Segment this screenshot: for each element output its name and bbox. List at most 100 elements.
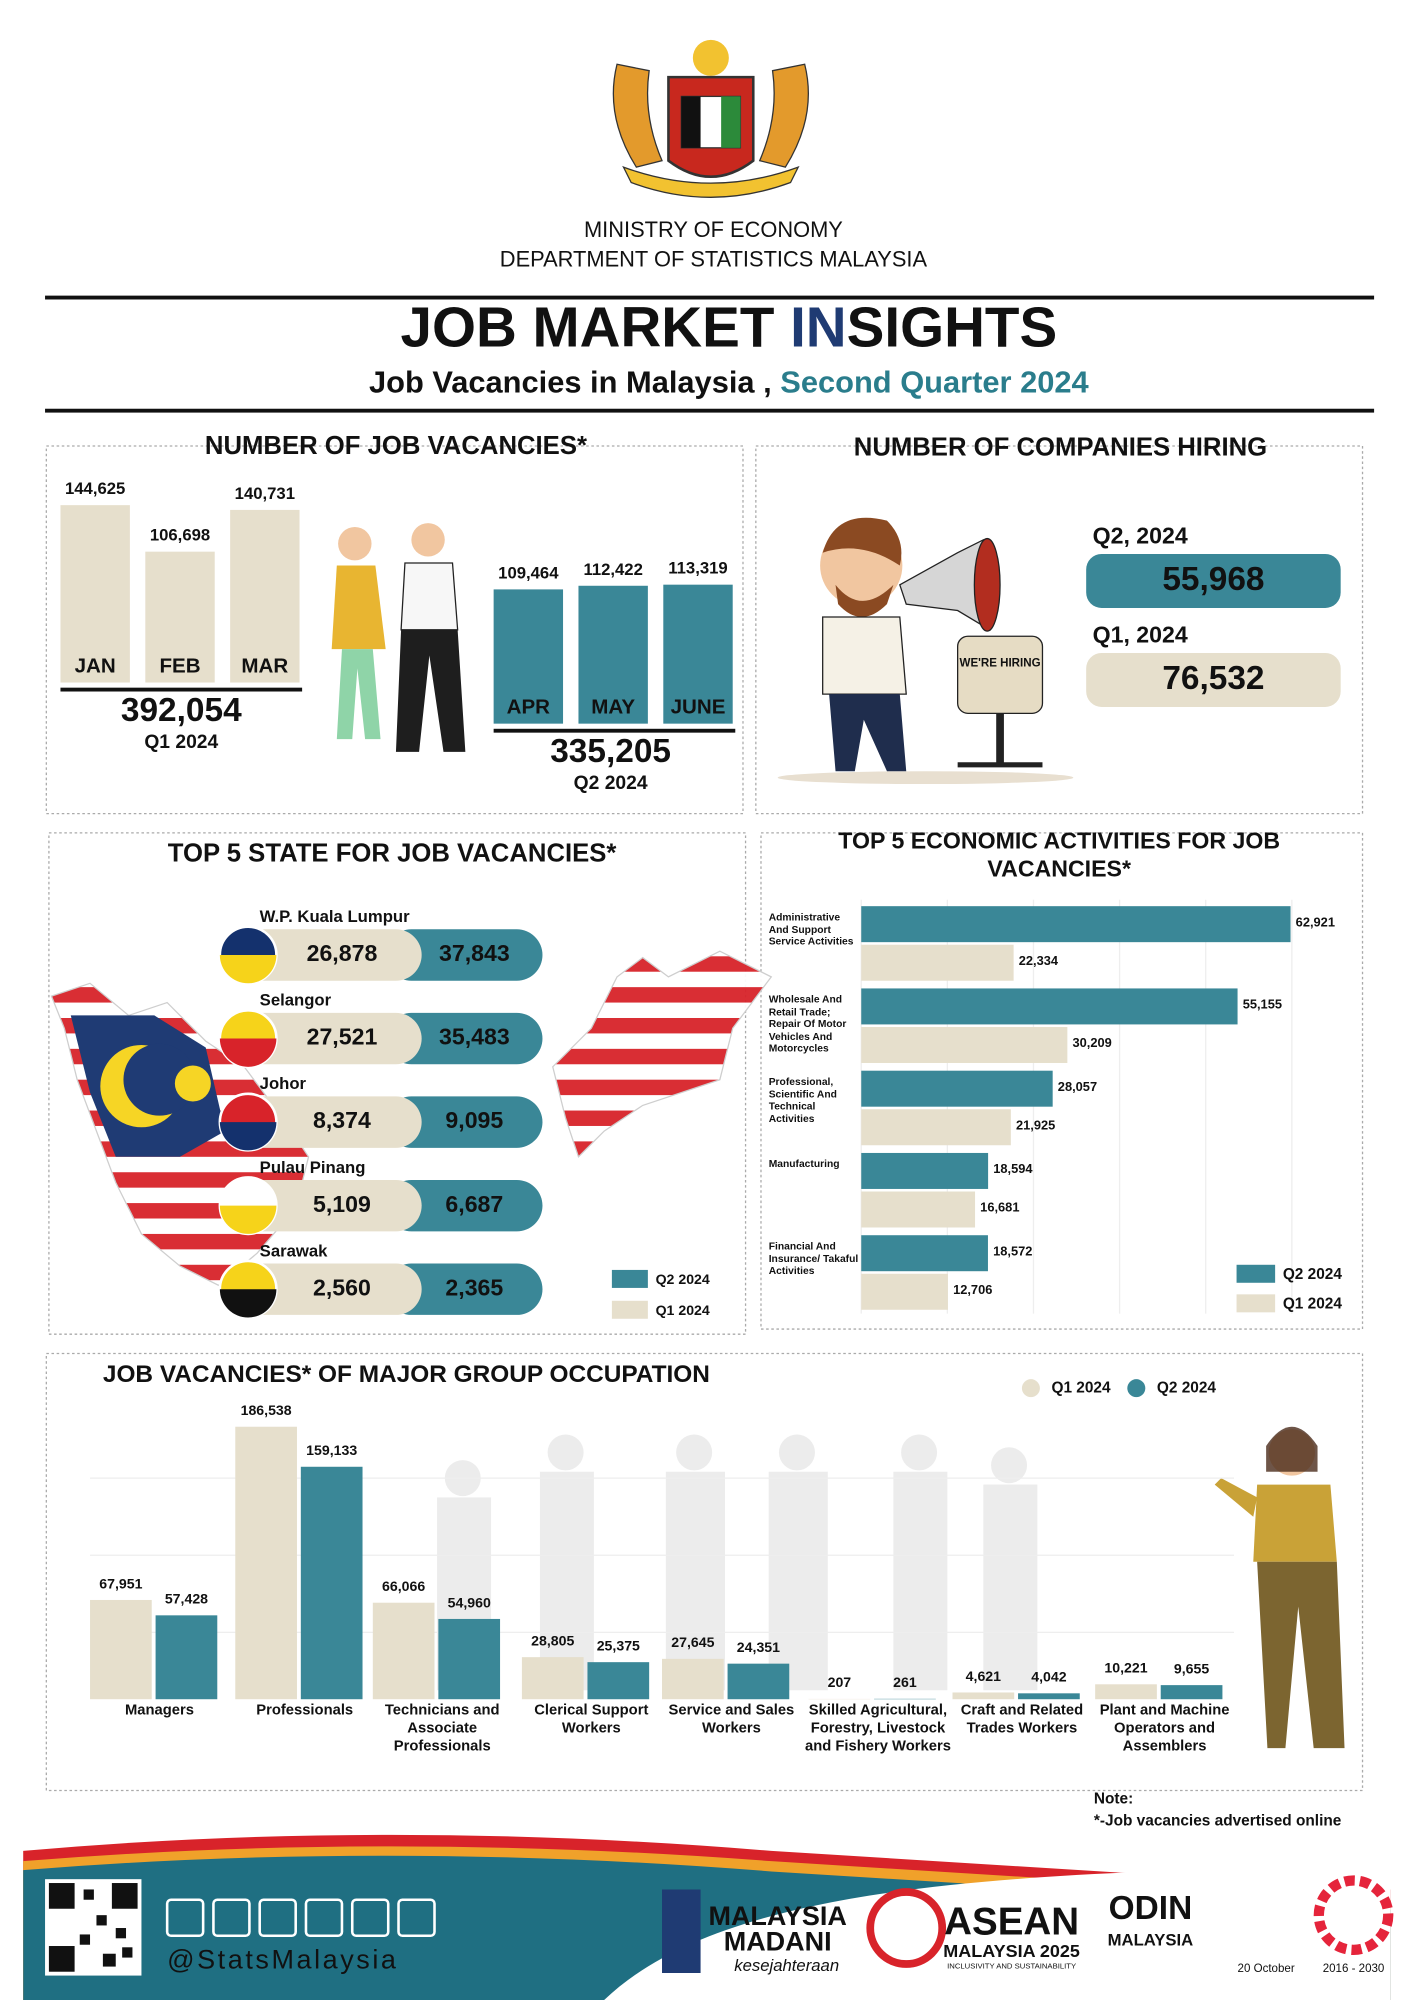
category-label: FEB xyxy=(159,655,200,678)
companies-value: 55,968 xyxy=(1162,561,1264,598)
bar xyxy=(578,585,648,724)
bar xyxy=(1095,1684,1157,1700)
value-label: 12,706 xyxy=(953,1282,992,1297)
category-label: Wholesale And Retail Trade; Repair Of Mo… xyxy=(768,993,847,1055)
value-label: 22,334 xyxy=(1019,953,1059,968)
category-label-box: Skilled Agricultural, Forestry, Livestoc… xyxy=(804,1703,951,1754)
legend-label: Q2 2024 xyxy=(656,1271,710,1287)
category-label-box: Service and Sales Workers xyxy=(668,1703,795,1737)
bar xyxy=(861,1109,1011,1146)
value-label: 9,095 xyxy=(445,1107,503,1133)
value-label: 207 xyxy=(828,1674,852,1690)
category-label-box: Clerical Support Workers xyxy=(534,1703,648,1736)
title-highlight: IN xyxy=(790,296,847,359)
value-label: 144,625 xyxy=(65,479,125,498)
category-label: MAY xyxy=(591,696,635,719)
flag-part xyxy=(219,1038,277,1067)
value-label: 5,109 xyxy=(313,1191,371,1217)
state-name: Pulau Pinang xyxy=(260,1158,366,1177)
value-label: 66,066 xyxy=(382,1578,425,1594)
panel-title: TOP 5 ECONOMIC ACTIVITIES FOR JOB VACANC… xyxy=(838,827,1281,882)
value-label: 109,464 xyxy=(498,563,559,582)
logo-text: ASEAN xyxy=(944,1900,1079,1943)
value-label: 62,921 xyxy=(1296,914,1335,929)
value-label: 35,483 xyxy=(439,1024,510,1050)
main-title: JOB MARKET INSIGHTS xyxy=(401,296,1058,359)
legend-swatch xyxy=(611,1300,648,1319)
flag-part xyxy=(219,1289,277,1318)
value-label: 28,805 xyxy=(531,1632,574,1648)
value-label: 186,538 xyxy=(241,1402,292,1418)
rule xyxy=(45,295,1375,300)
value-label: 106,698 xyxy=(150,526,210,545)
value-label: 9,655 xyxy=(1174,1660,1209,1676)
logo-text: INCLUSIVITY AND SUSTAINABILITY xyxy=(947,1962,1076,1971)
panel-title-box: TOP 5 ECONOMIC ACTIVITIES FOR JOB VACANC… xyxy=(838,827,1281,882)
category-label: JUNE xyxy=(671,696,726,719)
value-label: 37,843 xyxy=(439,940,510,966)
panels xyxy=(45,445,1364,1792)
pill xyxy=(385,1179,543,1232)
group-total: 335,205 xyxy=(550,733,671,770)
value-label: 18,572 xyxy=(993,1243,1032,1258)
social-handle: @StatsMalaysia xyxy=(167,1945,398,1975)
panel xyxy=(45,445,744,815)
category-label: Skilled Agricultural, Forestry, Livestoc… xyxy=(804,1703,951,1754)
value-label: 18,594 xyxy=(993,1161,1033,1176)
logo-text: MALAYSIA xyxy=(1108,1930,1194,1949)
value-label: 25,375 xyxy=(597,1637,640,1653)
category-label-box: Professionals xyxy=(256,1703,353,1718)
panel-title: NUMBER OF JOB VACANCIES* xyxy=(205,432,587,460)
value-label: 140,731 xyxy=(235,484,295,503)
value-label: 2,365 xyxy=(445,1274,503,1300)
bar xyxy=(521,1657,584,1700)
panel-title: TOP 5 STATE FOR JOB VACANCIES* xyxy=(168,840,617,868)
category-label: Manufacturing xyxy=(768,1158,840,1170)
category-label: Managers xyxy=(124,1703,194,1719)
value-label: 24,351 xyxy=(737,1639,780,1655)
state-name: W.P. Kuala Lumpur xyxy=(260,907,410,926)
panel-title: NUMBER OF COMPANIES HIRING xyxy=(854,433,1267,461)
subtitle: Job Vacancies in Malaysia , Second Quart… xyxy=(369,364,1089,399)
value-label: 6,687 xyxy=(445,1191,503,1217)
value-label: 8,374 xyxy=(313,1107,371,1133)
value-pill xyxy=(1086,553,1341,608)
category-label-box: Administrative And Support Service Activ… xyxy=(769,911,854,947)
bar xyxy=(861,1191,976,1228)
legend-label: Q2 2024 xyxy=(1283,1266,1343,1283)
bar xyxy=(861,906,1291,943)
baseline xyxy=(60,687,303,692)
category-label: MAR xyxy=(241,655,288,678)
bar xyxy=(1160,1685,1223,1700)
value-pill xyxy=(1086,652,1341,707)
value-label: 27,521 xyxy=(307,1024,378,1050)
value-label: 67,951 xyxy=(99,1575,142,1591)
value-label: 4,042 xyxy=(1031,1669,1066,1685)
value-label: 159,133 xyxy=(306,1442,357,1458)
bar xyxy=(861,1152,989,1189)
group-name: Q2 2024 xyxy=(574,773,648,794)
pill xyxy=(385,1096,543,1148)
group-total: 392,054 xyxy=(121,692,242,729)
category-label: Technicians and Associate Professionals xyxy=(384,1703,500,1754)
bar xyxy=(235,1426,297,1700)
panel xyxy=(48,832,747,1335)
category-label: Service and Sales Workers xyxy=(668,1703,795,1737)
legend-label: Q1 2024 xyxy=(1283,1296,1343,1313)
value-label: 55,155 xyxy=(1243,997,1282,1012)
bar xyxy=(372,1602,435,1700)
flag-part xyxy=(219,1205,277,1234)
bar xyxy=(861,1070,1053,1107)
sign-text: WE'RE HIRING xyxy=(960,657,1041,669)
category-label-box: Professional, Scientific And Technical A… xyxy=(769,1076,837,1125)
category-label-box: Technicians and Associate Professionals xyxy=(384,1703,500,1754)
value-label: 10,221 xyxy=(1104,1660,1147,1676)
category-label: Financial And Insurance/ Takaful Activit… xyxy=(768,1240,859,1277)
value-label: 54,960 xyxy=(448,1594,491,1610)
category-label-box: Manufacturing xyxy=(768,1158,840,1170)
legend-swatch xyxy=(1236,1264,1276,1283)
bar xyxy=(663,584,733,724)
logo-text: MALAYSIA 2025 xyxy=(943,1941,1080,1961)
value-label: 112,422 xyxy=(583,560,642,579)
value-label: 26,878 xyxy=(307,940,378,966)
